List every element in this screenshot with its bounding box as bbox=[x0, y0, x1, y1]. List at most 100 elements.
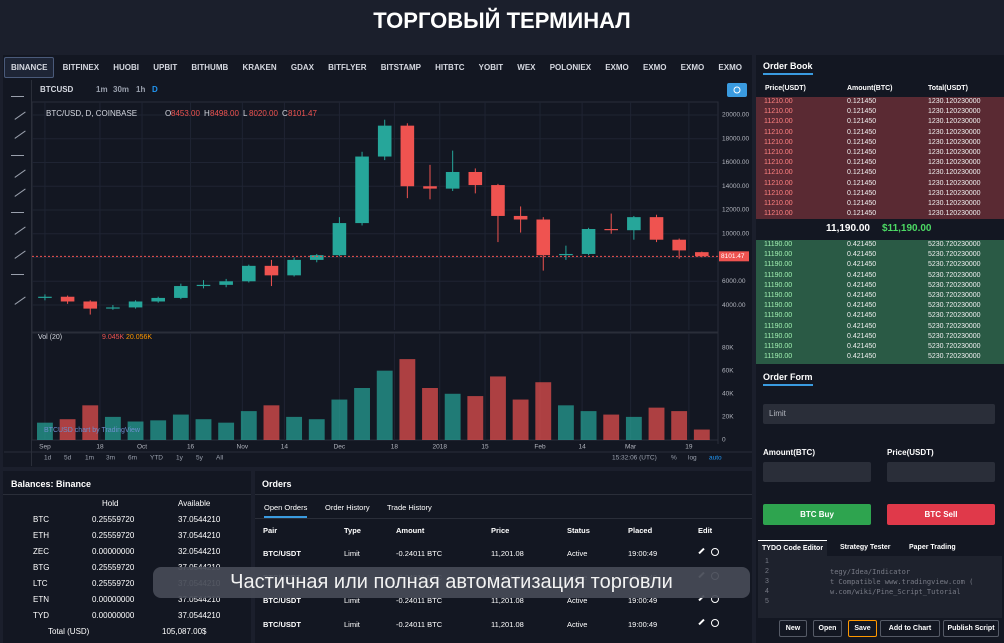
range-button[interactable]: 1d bbox=[44, 455, 52, 462]
amount-input[interactable] bbox=[763, 462, 871, 482]
exchange-tab[interactable]: YOBIT bbox=[478, 62, 504, 72]
exchange-tab[interactable]: BINANCE bbox=[4, 56, 55, 78]
balance-header: Hold bbox=[102, 499, 119, 508]
volume-name: Vol (20) bbox=[38, 334, 62, 341]
editor-tab[interactable]: Paper Trading bbox=[909, 544, 956, 551]
volume-bar bbox=[467, 396, 484, 440]
ask-cell: 11210.00 bbox=[764, 118, 793, 126]
bid-cell: 11190.00 bbox=[764, 353, 793, 361]
order-cell: -0.24011 BTC bbox=[396, 549, 443, 558]
scale-option[interactable]: log bbox=[688, 455, 697, 462]
interval[interactable]: 1h bbox=[136, 85, 145, 94]
range-button[interactable]: 1m bbox=[85, 455, 94, 462]
bid-cell: 5230.720230000 bbox=[928, 251, 981, 259]
exchange-tab[interactable]: BITFLYER bbox=[328, 62, 367, 72]
orders-tab[interactable]: Open Orders bbox=[264, 503, 308, 518]
cancel-icon[interactable] bbox=[711, 548, 719, 556]
code-line: w.com/wiki/Pine_Script_Tutorial bbox=[830, 588, 961, 596]
exchange-tab[interactable]: EXMO bbox=[718, 62, 742, 72]
camera-button[interactable] bbox=[727, 83, 747, 97]
exchange-tab[interactable]: EXMO bbox=[605, 62, 629, 72]
editor-tab[interactable]: TYDO Code Editor bbox=[758, 540, 828, 556]
orders-panel bbox=[255, 471, 752, 643]
range-button[interactable]: YTD bbox=[150, 455, 163, 462]
cancel-icon[interactable] bbox=[711, 618, 719, 627]
tool-icon[interactable] bbox=[11, 146, 24, 156]
ask-cell: 11210.00 bbox=[764, 210, 793, 218]
y-tick-label: 18000.00 bbox=[722, 135, 749, 142]
scale-option[interactable]: auto bbox=[709, 455, 722, 462]
order-cell: BTC/USDT bbox=[263, 549, 301, 558]
exchange-tab[interactable]: BITHUMB bbox=[191, 62, 229, 72]
exchange-tab[interactable]: BITFINEX bbox=[62, 62, 100, 72]
y-tick-label: 4000.00 bbox=[722, 302, 746, 309]
tool-icon[interactable] bbox=[11, 265, 24, 275]
volume-bar bbox=[150, 420, 167, 440]
line-number: 3 bbox=[765, 578, 769, 585]
editor-button[interactable]: Publish Script bbox=[943, 620, 999, 637]
orders-tab[interactable]: Order History bbox=[325, 503, 370, 512]
balance-cell: 0.25559720 bbox=[92, 515, 135, 524]
exchange-tab[interactable]: HITBTC bbox=[435, 62, 465, 72]
editor-tab[interactable]: Strategy Tester bbox=[840, 544, 891, 551]
order-cell: -0.24011 BTC bbox=[396, 596, 443, 605]
editor-button[interactable]: Add to Chart bbox=[880, 620, 940, 637]
editor-button[interactable]: Open bbox=[813, 620, 842, 637]
ask-cell: 0.121450 bbox=[847, 138, 877, 146]
candle-body bbox=[60, 296, 75, 302]
section-title: Order Book bbox=[763, 61, 813, 75]
volume-tick-label: 20K bbox=[722, 414, 734, 421]
range-button[interactable]: 1y bbox=[176, 455, 184, 462]
exchange-tab[interactable]: BITSTAMP bbox=[380, 62, 421, 72]
exchange-tab[interactable]: GDAX bbox=[290, 62, 314, 72]
volume-bar bbox=[603, 414, 620, 440]
candle-body bbox=[513, 215, 528, 220]
exchange-tab[interactable]: HUOBI bbox=[113, 62, 140, 72]
range-button[interactable]: 3m bbox=[106, 455, 115, 462]
ask-cell: 11210.00 bbox=[764, 189, 793, 197]
interval[interactable]: 1m bbox=[96, 85, 108, 94]
volume-bar bbox=[671, 411, 688, 440]
orders-tab[interactable]: Trade History bbox=[387, 503, 432, 512]
candle-body bbox=[174, 286, 188, 298]
scale-option[interactable]: % bbox=[671, 455, 677, 462]
tool-icon[interactable] bbox=[11, 87, 24, 97]
bid-cell: 0.421450 bbox=[847, 302, 877, 310]
orders-header: Price bbox=[491, 526, 510, 535]
range-button[interactable]: 6m bbox=[128, 455, 137, 462]
buy-button[interactable]: BTC Buy bbox=[763, 504, 871, 525]
exchange-tab[interactable]: EXMO bbox=[680, 62, 705, 72]
bid-cell: 5230.720230000 bbox=[928, 261, 981, 269]
order-cell: Active bbox=[567, 549, 588, 558]
price-input[interactable] bbox=[887, 462, 995, 482]
balance-cell: LTC bbox=[33, 579, 48, 588]
editor-button[interactable]: New bbox=[779, 620, 807, 637]
ohlc-key: C bbox=[282, 109, 288, 118]
y-tick-label: 6000.00 bbox=[722, 278, 746, 285]
order-type-select[interactable]: Limit bbox=[763, 404, 995, 424]
ohlc-key: L bbox=[243, 109, 248, 118]
interval[interactable]: D bbox=[152, 85, 158, 94]
sell-button[interactable]: BTC Sell bbox=[887, 504, 995, 525]
exchange-tab[interactable]: WEX bbox=[517, 62, 536, 72]
exchange-tab[interactable]: EXMO bbox=[642, 62, 667, 72]
tool-icon[interactable] bbox=[11, 203, 24, 213]
field-label: Price(USDT) bbox=[887, 448, 934, 457]
range-button[interactable]: 5d bbox=[64, 455, 72, 462]
volume-bar bbox=[648, 407, 665, 440]
interval[interactable]: 30m bbox=[113, 85, 129, 94]
range-button[interactable]: All bbox=[216, 455, 224, 462]
x-tick-label: 15 bbox=[481, 444, 489, 451]
exchange-tab[interactable]: KRAKEN bbox=[242, 62, 277, 72]
exchange-tab[interactable]: POLONIEX bbox=[549, 62, 592, 72]
balance-cell: 37.0544210 bbox=[178, 531, 221, 540]
range-button[interactable]: 5y bbox=[196, 455, 204, 462]
ask-cell: 0.121450 bbox=[847, 108, 877, 116]
candle-body bbox=[400, 125, 415, 187]
candle-body bbox=[332, 223, 347, 256]
editor-button[interactable]: Save bbox=[848, 620, 877, 637]
line-number: 1 bbox=[765, 558, 769, 565]
title-bar bbox=[0, 0, 1004, 50]
exchange-tab[interactable]: UPBIT bbox=[153, 62, 178, 72]
candle-body bbox=[219, 281, 233, 285]
